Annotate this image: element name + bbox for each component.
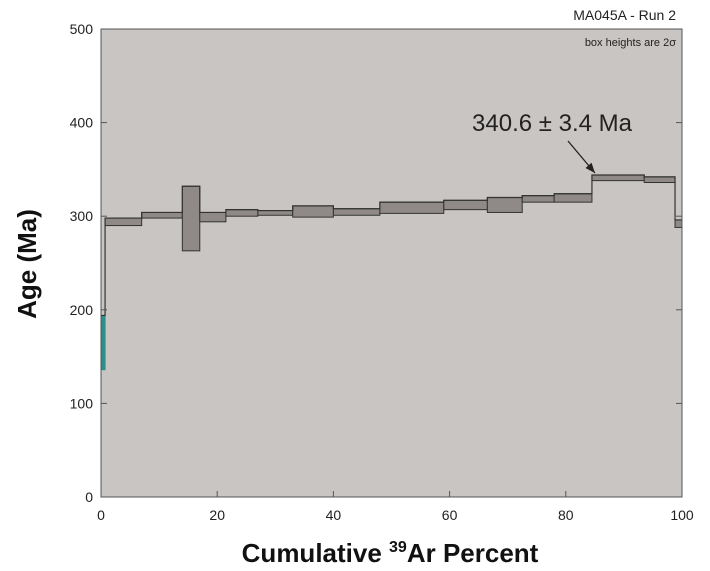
step-box-1 — [100, 314, 106, 371]
y-tick-label-3: 300 — [70, 208, 94, 224]
step-box-4 — [181, 185, 201, 252]
step-box-6 — [225, 209, 259, 217]
step-box-5 — [199, 211, 227, 223]
step-box-11 — [443, 199, 488, 211]
x-axis-title-pre: Cumulative — [242, 538, 389, 568]
y-tick-label-2: 200 — [70, 302, 94, 318]
chart-title: MA045A - Run 2 — [573, 7, 676, 23]
x-axis-title-post: Ar Percent — [407, 538, 539, 568]
y-tick-label-0: 0 — [85, 489, 93, 505]
box-height-note-text: box heights are 2 — [585, 37, 669, 49]
y-axis-title: Age (Ma) — [12, 209, 42, 319]
x-tick-label-0: 0 — [97, 507, 105, 523]
arrow-head — [585, 162, 595, 174]
x-axis-title-superscript: 39 — [389, 539, 407, 556]
step-box-17 — [674, 219, 683, 228]
x-tick-label-2: 40 — [326, 507, 342, 523]
x-tick-label-4: 80 — [558, 507, 574, 523]
spectrum-outline — [101, 174, 682, 317]
step-box-15 — [591, 174, 645, 182]
box-height-note: box heights are 2σ — [585, 37, 676, 49]
step-box-3 — [141, 211, 183, 219]
plateau-age-annotation: 340.6 ± 3.4 Ma — [472, 110, 633, 137]
y-tick-label-5: 500 — [70, 21, 94, 37]
y-axis-ticks: 0 100 200 300 400 500 — [70, 21, 682, 505]
sigma-symbol: σ — [669, 37, 676, 49]
x-tick-label-5: 100 — [670, 507, 694, 523]
plot-frame — [100, 28, 683, 498]
step-box-2 — [104, 217, 143, 227]
spectrum-step-line — [101, 174, 682, 317]
step-box-7 — [257, 210, 294, 216]
step-box-12 — [486, 196, 523, 213]
x-axis-title: Cumulative 39Ar Percent — [242, 538, 539, 568]
step-box-8 — [292, 205, 334, 218]
step-box-10 — [379, 201, 445, 214]
x-tick-label-3: 60 — [442, 507, 458, 523]
x-tick-label-1: 20 — [209, 507, 225, 523]
x-axis-ticks: 0 20 40 60 80 100 — [97, 491, 694, 523]
step-box-13 — [521, 195, 555, 203]
step-box-9 — [332, 208, 381, 216]
step-box-14 — [553, 193, 593, 203]
step-box-16 — [643, 176, 676, 184]
plot-area — [101, 29, 682, 497]
annotation-arrow — [567, 140, 596, 174]
y-tick-label-4: 400 — [70, 115, 94, 131]
y-tick-label-1: 100 — [70, 395, 94, 411]
